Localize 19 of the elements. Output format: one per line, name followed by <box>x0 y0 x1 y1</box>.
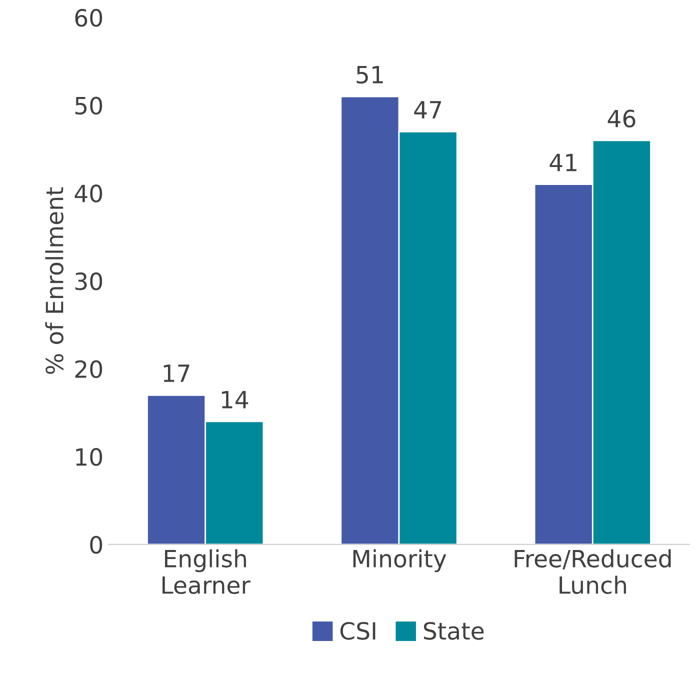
y-axis-title: % of Enrollment <box>45 187 64 374</box>
data-label: 51 <box>356 66 383 84</box>
x-tick-label: English Learner <box>162 549 250 594</box>
y-tick-label: 20 <box>75 360 102 378</box>
y-tick-label: 10 <box>76 448 102 466</box>
data-label: 46 <box>608 110 636 128</box>
y-tick-label: 50 <box>75 96 102 115</box>
legend-label: State <box>424 622 484 640</box>
data-label: 17 <box>164 364 190 382</box>
y-tick-label: 40 <box>74 184 102 202</box>
x-tick-label: Minority <box>353 549 446 572</box>
x-tick-label: Free/Reduced Lunch <box>514 549 671 594</box>
data-label: 47 <box>414 101 442 118</box>
data-label: 14 <box>222 391 248 408</box>
y-tick-label: 0 <box>90 536 102 554</box>
y-tick-label: 60 <box>75 8 102 27</box>
y-tick-label: 30 <box>75 272 102 290</box>
data-label: 41 <box>550 154 576 172</box>
legend-label: CSI <box>340 622 376 640</box>
